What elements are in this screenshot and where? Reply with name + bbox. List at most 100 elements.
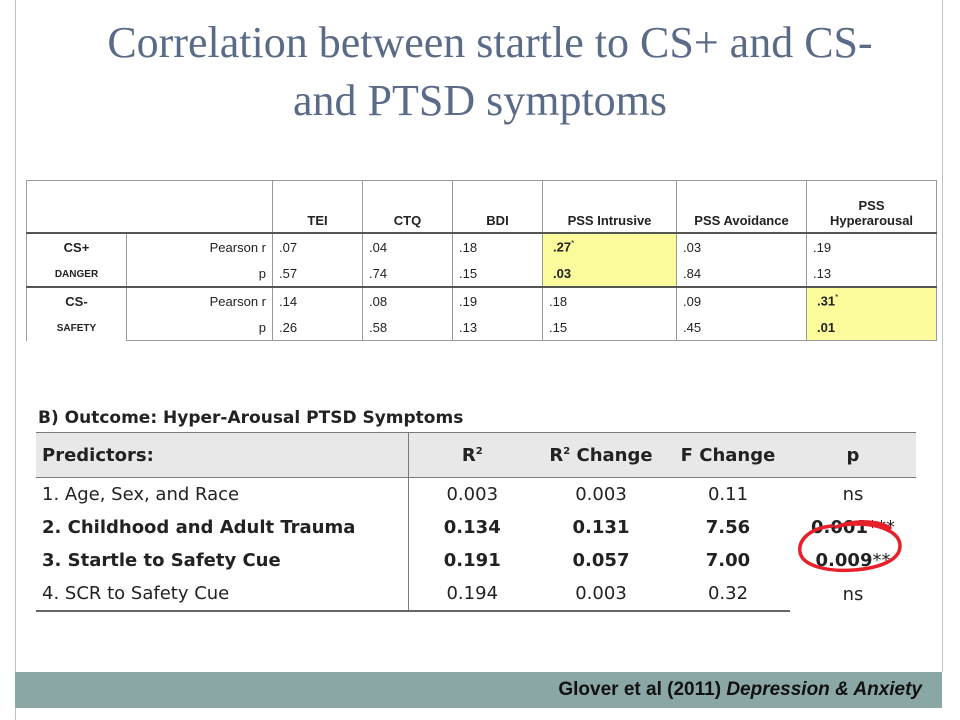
predictor-name: 4. SCR to Safety Cue	[36, 577, 409, 612]
cell-r2-change: 0.003	[536, 577, 666, 612]
cell-r2-change: 0.003	[575, 484, 627, 505]
col-header-tei: TEI	[272, 180, 363, 234]
cell-value: .74	[362, 260, 453, 288]
cell-value: .15	[452, 260, 543, 288]
correlation-header-row: TEI CTQ BDI PSS Intrusive PSS Avoidance …	[26, 180, 937, 234]
col-header-pss-hyper-line2: Hyperarousal	[829, 213, 914, 228]
r-letter: R	[549, 444, 564, 466]
cell-value: .19	[452, 286, 543, 314]
cell-value: .45	[676, 314, 807, 341]
citation-authors: Glover et al (2011)	[558, 679, 722, 700]
circle-stroke	[798, 520, 902, 573]
cell-f-change: 0.11	[707, 484, 749, 505]
cell-number: .31	[817, 293, 836, 309]
cell-r2-change: 0.057	[572, 550, 630, 571]
cell-value: .15	[542, 314, 677, 341]
r-letter: R	[461, 444, 476, 466]
predictor-name: 1. Age, Sex, and Race	[36, 477, 409, 511]
cell-value: .19	[806, 232, 937, 260]
predictor-name: 3. Startle to Safety Cue	[36, 544, 409, 577]
significance-star: *	[571, 239, 575, 249]
cell-value-highlighted: .01	[806, 314, 937, 341]
row-label-main: CS-	[65, 294, 88, 310]
cell-r2: 0.194	[408, 577, 536, 612]
col-header-bdi: BDI	[452, 180, 543, 234]
stat-label: Pearson r	[126, 232, 273, 260]
change-word: Change	[570, 444, 653, 466]
slide-right-border	[942, 0, 943, 672]
table-row: 1. Age, Sex, and Race 0.003 0.003 0.11 n…	[36, 477, 916, 511]
row-label-sub: SAFETY	[56, 323, 97, 335]
col-header-ctq: CTQ	[362, 180, 453, 234]
cell-value: .13	[452, 314, 543, 341]
p-value: 0.009	[815, 550, 873, 571]
superscript-2: 2	[563, 445, 571, 457]
cell-value: .18	[542, 286, 677, 314]
table-row: 3. Startle to Safety Cue 0.191 0.057 7.0…	[36, 544, 916, 577]
cell-value: .08	[362, 286, 453, 314]
footer-bar: Glover et al (2011) Depression & Anxiety	[15, 672, 942, 708]
cell-value: .04	[362, 232, 453, 260]
col-header-pss-hyperarousal: PSS Hyperarousal	[806, 180, 937, 234]
table-row: 2. Childhood and Adult Trauma 0.134 0.13…	[36, 511, 916, 544]
stat-label: p	[126, 314, 273, 341]
correlation-table: TEI CTQ BDI PSS Intrusive PSS Avoidance …	[26, 180, 937, 341]
row-label-cs-plus: CS+ DANGER	[26, 232, 127, 287]
cell-value: .58	[362, 314, 453, 341]
stat-label: p	[126, 260, 273, 288]
cell-value-highlighted: .03	[542, 260, 677, 288]
citation: Glover et al (2011) Depression & Anxiety	[558, 679, 922, 701]
col-header-pss-hyper-line1: PSS	[858, 198, 885, 213]
col-header-r2: R2	[408, 432, 536, 478]
title-line-1: Correlation between startle to CS+ and C…	[107, 18, 873, 67]
col-header-f-change: F Change	[666, 432, 790, 478]
significance-star: *	[835, 293, 839, 303]
regression-table: Predictors: R2 R2 Change F Change p 1. A…	[36, 432, 916, 612]
superscript-2: 2	[475, 445, 483, 457]
cell-r2: 0.134	[443, 517, 501, 538]
cell-value: .18	[452, 232, 543, 260]
cell-value: .84	[676, 260, 807, 288]
col-header-r2-change: R2 Change	[536, 432, 666, 478]
cell-f-change: 7.56	[705, 517, 751, 538]
cell-value: .14	[272, 286, 363, 314]
cell-value: .07	[272, 232, 363, 260]
regression-header-row: Predictors: R2 R2 Change F Change p	[36, 432, 916, 478]
cell-p: ns	[842, 583, 864, 605]
cell-p: ns	[842, 484, 864, 505]
table-row: 4. SCR to Safety Cue 0.194 0.003 0.32 ns	[36, 577, 916, 612]
col-header-pss-intrusive: PSS Intrusive	[542, 180, 677, 234]
cell-value: .57	[272, 260, 363, 288]
slide-left-border	[15, 0, 16, 720]
row-label-sub: DANGER	[54, 269, 99, 280]
cell-r2-change: 0.131	[572, 517, 630, 538]
table-row: CS+ DANGER Pearson r .07 .04 .18 .27* .0…	[26, 232, 937, 287]
cell-f-change: 0.32	[666, 577, 790, 612]
header-blank-cell	[26, 180, 273, 234]
cell-value-highlighted: .31*	[806, 286, 937, 314]
table-row: p .57 .74 .15 .03 .84 .13	[27, 260, 937, 288]
cell-value: .09	[676, 286, 807, 314]
stat-label: Pearson r	[126, 286, 273, 314]
cell-value: .03	[676, 232, 807, 260]
cell-value-highlighted: .27*	[542, 232, 677, 260]
regression-table-title: B) Outcome: Hyper-Arousal PTSD Symptoms	[38, 408, 464, 428]
cell-r2: 0.003	[446, 484, 499, 505]
col-header-pss-avoidance: PSS Avoidance	[676, 180, 807, 234]
hand-drawn-circle-annotation	[798, 520, 902, 573]
citation-journal: Depression & Anxiety	[726, 679, 922, 700]
slide-title: Correlation between startle to CS+ and C…	[0, 14, 960, 130]
table-row: CS- SAFETY Pearson r .14 .08 .19 .18 .09…	[26, 286, 937, 341]
title-line-2: and PTSD symptoms	[292, 76, 668, 125]
table-row: p .26 .58 .13 .15 .45 .01	[27, 314, 937, 341]
predictor-name: 2. Childhood and Adult Trauma	[36, 511, 409, 544]
row-label-cs-minus: CS- SAFETY	[26, 286, 127, 341]
row-label-main: CS+	[63, 240, 90, 255]
cell-value: .13	[806, 260, 937, 288]
cell-number: .27	[553, 239, 572, 255]
cell-value: .26	[272, 314, 363, 341]
cell-r2: 0.191	[443, 550, 501, 571]
cell-f-change: 7.00	[705, 550, 751, 571]
col-header-predictors: Predictors:	[36, 432, 409, 478]
col-header-p: p	[790, 432, 916, 478]
